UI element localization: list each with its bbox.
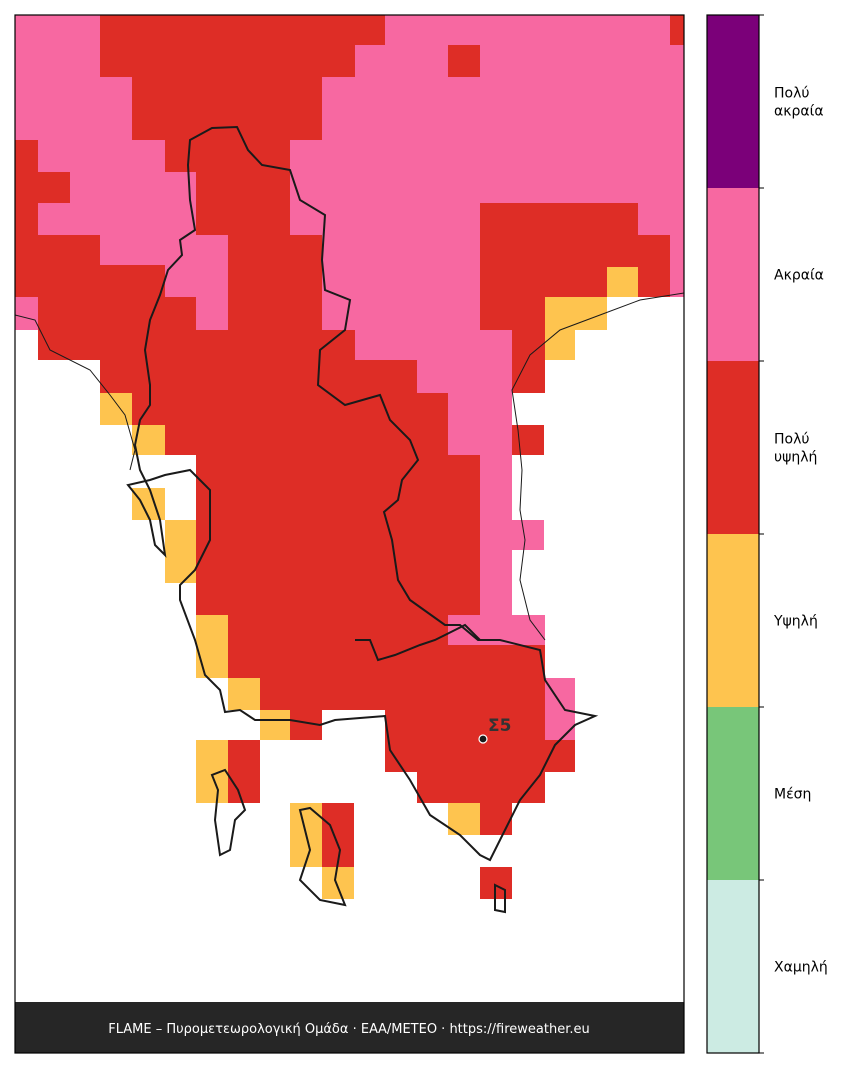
island (494, 883, 506, 914)
high-cell (132, 488, 165, 520)
extreme-cell (512, 520, 544, 550)
colorbar-frame (706, 14, 760, 1054)
map-frame (14, 14, 685, 1054)
high-cell (100, 393, 132, 425)
colorbar-segment (707, 534, 759, 707)
high-cell (545, 297, 607, 330)
high-cell (228, 678, 260, 710)
very-high-cell (512, 425, 544, 455)
station-label: Σ5 (488, 716, 511, 736)
high-cell (260, 710, 290, 740)
high-cell (322, 867, 354, 899)
high-cell (607, 267, 638, 297)
very-high-zone (15, 15, 575, 835)
colorbar-segment (707, 707, 759, 880)
coast-line (15, 314, 136, 471)
very-high-cell (448, 45, 480, 77)
legend-label: Πολύ υψηλή (774, 432, 817, 466)
border-line (126, 125, 599, 862)
footer-text: FLAME – Πυρομετεωρολογική Ομάδα · ΕΑΑ/ME… (108, 1022, 590, 1037)
high-cell (165, 520, 196, 583)
legend-label: Υψηλή (773, 614, 818, 630)
legend-label: Ακραία (774, 268, 824, 284)
colorbar-segment (707, 15, 759, 188)
border-line (355, 623, 481, 662)
high-cell (545, 330, 575, 360)
high-cells (100, 267, 638, 899)
colorbar-segment (707, 880, 759, 1053)
legend-label: Μέση (774, 787, 811, 803)
legend-label: Χαμηλή (774, 960, 828, 976)
borders (15, 125, 684, 914)
very-high-zone (480, 203, 670, 393)
coast-line (511, 292, 684, 641)
island (298, 806, 347, 907)
footer-bar (15, 1002, 684, 1053)
map-area: Σ5 FLAME – Πυρομετεωρολογική Ομάδα · ΕΑΑ… (15, 15, 684, 1053)
colorbar-segment (707, 188, 759, 361)
island (210, 768, 247, 857)
very-high-cell (228, 740, 260, 803)
station-marker (478, 734, 488, 744)
legend-label: Πολύ ακραία (774, 86, 824, 120)
high-cell (196, 615, 228, 678)
colorbar-segment (707, 361, 759, 534)
colorbar: Πολύ ακραία Ακραία Πολύ υψηλή Υψηλή Μέση Χαμηλή (706, 14, 828, 1054)
very-high-cell (670, 15, 684, 45)
